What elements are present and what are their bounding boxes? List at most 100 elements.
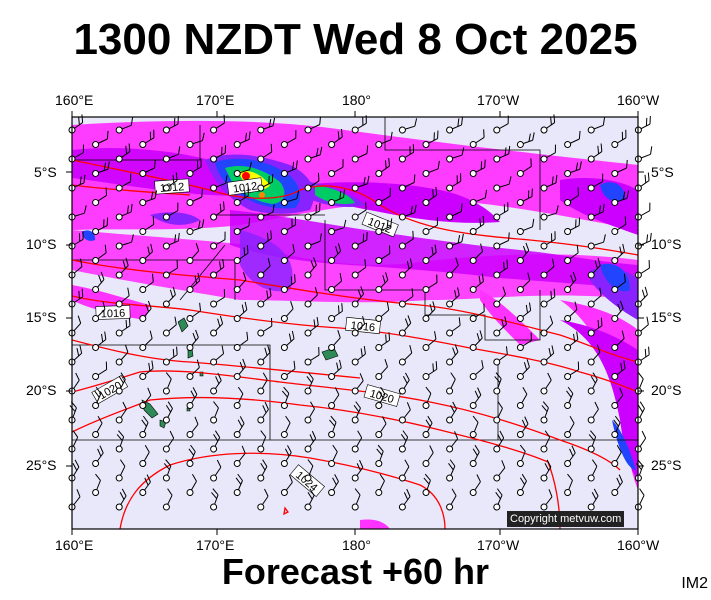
wind-barb	[587, 173, 604, 192]
wind-barb	[422, 415, 433, 438]
wind-barb	[446, 203, 463, 221]
wind-barb	[634, 346, 650, 366]
wind-barb	[493, 202, 509, 221]
wind-barb	[446, 173, 462, 192]
wind-barb	[351, 488, 361, 511]
wind-barb	[422, 331, 437, 351]
wind-barb	[587, 344, 601, 366]
wind-barb	[328, 303, 343, 322]
wind-barb	[493, 460, 506, 482]
wind-barb	[233, 217, 251, 235]
wind-barb	[233, 272, 247, 293]
wind-barb	[115, 234, 134, 250]
wind-barb	[139, 129, 155, 148]
wind-barb	[280, 160, 298, 177]
wind-barb	[493, 346, 508, 366]
wind-barb	[611, 300, 624, 322]
lat-label-right: 25°S	[651, 457, 682, 473]
wind-barb	[92, 244, 107, 264]
wind-barb	[375, 157, 390, 177]
lon-label-top: 160°W	[617, 92, 660, 108]
wind-barb	[540, 459, 552, 482]
wind-barb	[257, 401, 269, 424]
lat-label-left: 20°S	[26, 382, 57, 398]
wind-barb	[540, 430, 551, 453]
wind-barb	[469, 243, 484, 264]
wind-barb	[540, 174, 558, 192]
wind-barb	[328, 128, 343, 148]
wind-barb	[280, 360, 296, 380]
wind-barb	[469, 273, 484, 293]
wind-barb	[587, 143, 603, 163]
wind-barb	[446, 317, 461, 337]
lat-label-right: 20°S	[651, 382, 682, 398]
wind-barb	[210, 231, 226, 250]
wind-barb	[186, 444, 196, 467]
wind-barb	[233, 301, 248, 322]
wind-barb	[422, 186, 438, 206]
wind-barb	[398, 402, 411, 424]
image-code: IM2	[681, 575, 708, 592]
wind-barb	[162, 459, 172, 482]
wind-barb	[186, 272, 201, 293]
wind-barb	[611, 243, 625, 264]
wind-barb	[540, 315, 554, 337]
lon-label-top: 170°W	[477, 92, 520, 108]
wind-barb	[139, 159, 156, 177]
wind-barb	[280, 244, 295, 264]
wind-barb	[564, 473, 573, 496]
wind-barb	[516, 218, 535, 235]
wind-barb	[210, 372, 222, 395]
wind-barb	[422, 473, 431, 496]
wind-barb	[351, 145, 369, 163]
wind-barb	[304, 172, 320, 192]
wind-barb	[280, 301, 294, 322]
wind-barb	[68, 372, 80, 395]
wind-barb	[375, 245, 391, 264]
wind-barb	[280, 445, 292, 467]
lat-label-right: 10°S	[651, 236, 682, 252]
wind-barb	[493, 176, 512, 192]
wind-barb	[446, 287, 460, 308]
copyright-notice[interactable]: Copyright metvuw.com	[507, 511, 625, 527]
wind-barb	[280, 190, 300, 206]
wind-barb	[257, 143, 273, 163]
wind-barb	[210, 145, 227, 163]
wind-barb	[611, 387, 624, 409]
wind-barb	[92, 130, 109, 148]
wind-barb	[257, 204, 275, 221]
wind-barb	[611, 360, 626, 380]
wind-barb	[540, 231, 556, 250]
wind-barb	[587, 317, 603, 337]
wind-barb	[587, 430, 597, 453]
wind-barb	[139, 330, 153, 351]
wind-barb	[280, 415, 291, 438]
wind-barb	[139, 300, 152, 322]
wind-barb	[398, 345, 413, 366]
wind-barb	[115, 430, 125, 453]
wind-barb	[257, 258, 271, 279]
wind-barb	[233, 331, 249, 351]
wind-barb	[351, 373, 364, 395]
wind-barb	[446, 147, 465, 163]
wind-barb	[115, 344, 129, 366]
wind-barb	[611, 273, 626, 293]
wind-barb	[210, 430, 221, 453]
wind-barb	[280, 330, 295, 351]
wind-barb	[469, 387, 482, 409]
wind-barb	[186, 387, 198, 409]
wind-barb	[351, 459, 364, 482]
wind-barb	[186, 329, 199, 351]
wind-barb	[210, 175, 228, 192]
wind-barb	[611, 415, 621, 438]
wind-barb	[493, 316, 507, 337]
wind-barb	[493, 232, 510, 250]
wind-barb	[375, 473, 385, 496]
wind-barb	[634, 172, 650, 192]
wind-barb	[139, 243, 153, 264]
wind-barb	[257, 174, 274, 192]
wind-barb	[375, 332, 391, 351]
wind-barb	[186, 188, 203, 206]
wind-barb	[469, 474, 481, 496]
